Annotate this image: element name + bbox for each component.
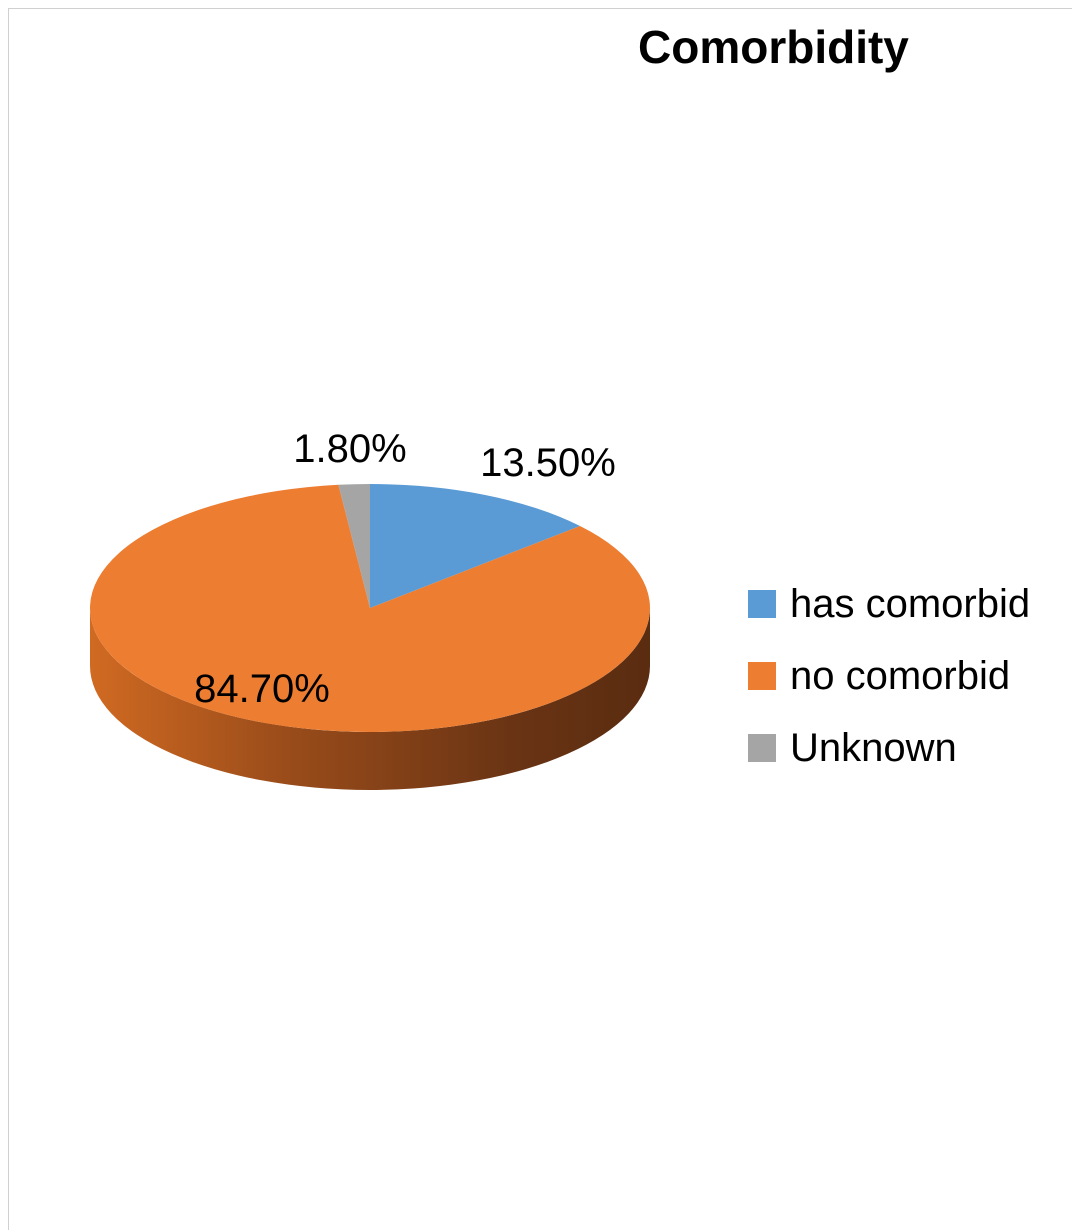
pie-slice-has-comorbid <box>370 484 581 608</box>
legend-swatch-unknown <box>748 734 776 762</box>
legend-swatch-has-comorbid <box>748 590 776 618</box>
legend-item-unknown: Unknown <box>748 712 1030 784</box>
legend-item-has-comorbid: has comorbid <box>748 568 1030 640</box>
data-label-unknown: 1.80% <box>293 427 406 471</box>
legend-label-unknown: Unknown <box>790 725 957 770</box>
chart-title: Comorbidity <box>638 21 909 73</box>
legend-label-no-comorbid: no comorbid <box>790 653 1011 698</box>
pie-labels: 13.50% 84.70% 1.80% <box>194 427 616 711</box>
pie-slice-unknown <box>338 484 370 608</box>
legend: has comorbid no comorbid Unknown <box>748 568 1030 784</box>
pie-side-no-comorbid <box>90 608 650 790</box>
pie-top <box>90 484 651 732</box>
legend-label-has-comorbid: has comorbid <box>790 581 1031 626</box>
legend-swatch-no-comorbid <box>748 662 776 690</box>
chart-frame <box>8 8 1072 1230</box>
data-label-no-comorbid: 84.70% <box>194 667 330 711</box>
legend-item-no-comorbid: no comorbid <box>748 640 1030 712</box>
data-label-has-comorbid: 13.50% <box>480 441 616 485</box>
pie-slice-no-comorbid <box>90 484 651 732</box>
pie-sides <box>90 608 650 790</box>
